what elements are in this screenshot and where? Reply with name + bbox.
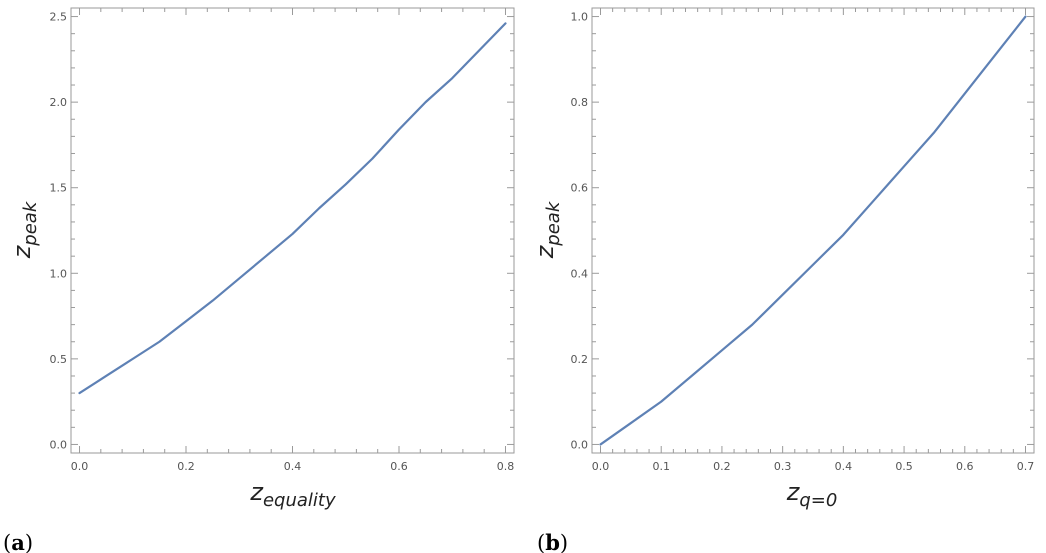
x-tick-label: 0.4 <box>835 460 853 473</box>
series-line <box>599 15 1027 446</box>
y-tick-label: 0.6 <box>571 182 589 195</box>
x-tick-label: 0.6 <box>390 460 408 473</box>
x-axis-label: zq=0 <box>786 478 838 511</box>
x-tick-label: 0.1 <box>652 460 670 473</box>
y-tick-label: 0.0 <box>571 438 589 451</box>
y-tick-label: 1.0 <box>50 267 68 280</box>
plot-frame <box>70 7 515 454</box>
y-tick-label: 2.5 <box>50 11 68 24</box>
panel-label: (b) <box>537 530 568 553</box>
x-tick-label: 0.0 <box>592 460 610 473</box>
y-tick-label: 0.2 <box>571 353 589 366</box>
chart-panel-b: 0.0 0.1 0.2 0.3 0.4 0.5 0.6 0.7 0.0 0.2 0.4 0.6 0.8 1… <box>531 7 1035 553</box>
x-tick-label: 0.3 <box>774 460 792 473</box>
chart-panel-a: 0.0 0.2 0.4 0.6 0.8 0.0 0.5 1.0 1.5 2.0 2.5 zequali… <box>3 7 515 553</box>
x-tick-label: 0.6 <box>956 460 974 473</box>
y-tick-label: 0.4 <box>571 267 589 280</box>
y-tick-label: 1.5 <box>50 182 68 195</box>
x-tick-label: 0.5 <box>895 460 913 473</box>
y-axis-label: zpeak <box>8 200 41 259</box>
x-tick-label: 0.7 <box>1017 460 1035 473</box>
panel-label: (a) <box>3 530 33 553</box>
y-tick-label: 0.8 <box>571 96 589 109</box>
y-tick-label: 0.0 <box>50 438 68 451</box>
y-tick-label: 0.5 <box>50 353 68 366</box>
x-tick-label: 0.0 <box>71 460 89 473</box>
x-axis-label: zequality <box>249 478 336 511</box>
series-line <box>78 22 507 395</box>
x-tick-label: 0.2 <box>713 460 731 473</box>
x-tick-label: 0.4 <box>284 460 302 473</box>
x-tick-label: 0.8 <box>497 460 515 473</box>
y-tick-label: 2.0 <box>50 96 68 109</box>
x-tick-label: 0.2 <box>177 460 195 473</box>
y-tick-label: 1.0 <box>571 11 589 24</box>
plot-frame <box>591 7 1035 454</box>
y-axis-label: zpeak <box>531 200 564 259</box>
